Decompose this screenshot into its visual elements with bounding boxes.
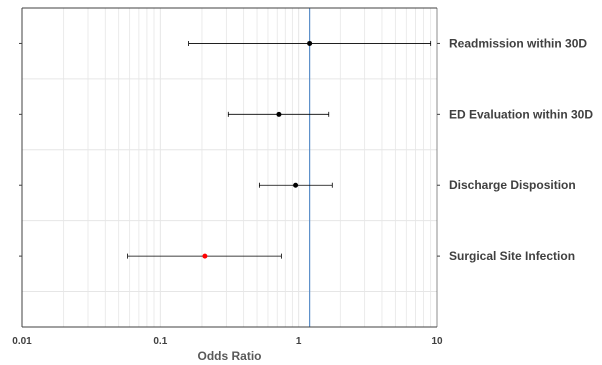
odds-ratio-point [307,40,313,46]
grid [21,7,437,327]
odds-ratio-point [276,111,282,117]
odds-ratio-point [202,253,208,259]
category-label: Readmission within 30D [449,36,587,50]
x-tick-label: 10 [431,336,443,347]
category-labels: Readmission within 30D ED Evaluation with… [449,36,593,263]
axes [19,7,440,328]
x-tick-label: 1 [296,336,302,347]
x-tick-labels: 0.01 0.1 1 10 [12,336,443,347]
category-label: ED Evaluation within 30D [449,107,593,121]
x-tick-label: 0.01 [12,336,32,347]
odds-ratio-point [293,182,299,188]
x-tick-label: 0.1 [153,336,167,347]
x-axis-title: Odds Ratio [197,349,261,363]
category-label: Surgical Site Infection [449,249,575,263]
category-label: Discharge Disposition [449,178,576,192]
chart-marks [127,40,432,259]
